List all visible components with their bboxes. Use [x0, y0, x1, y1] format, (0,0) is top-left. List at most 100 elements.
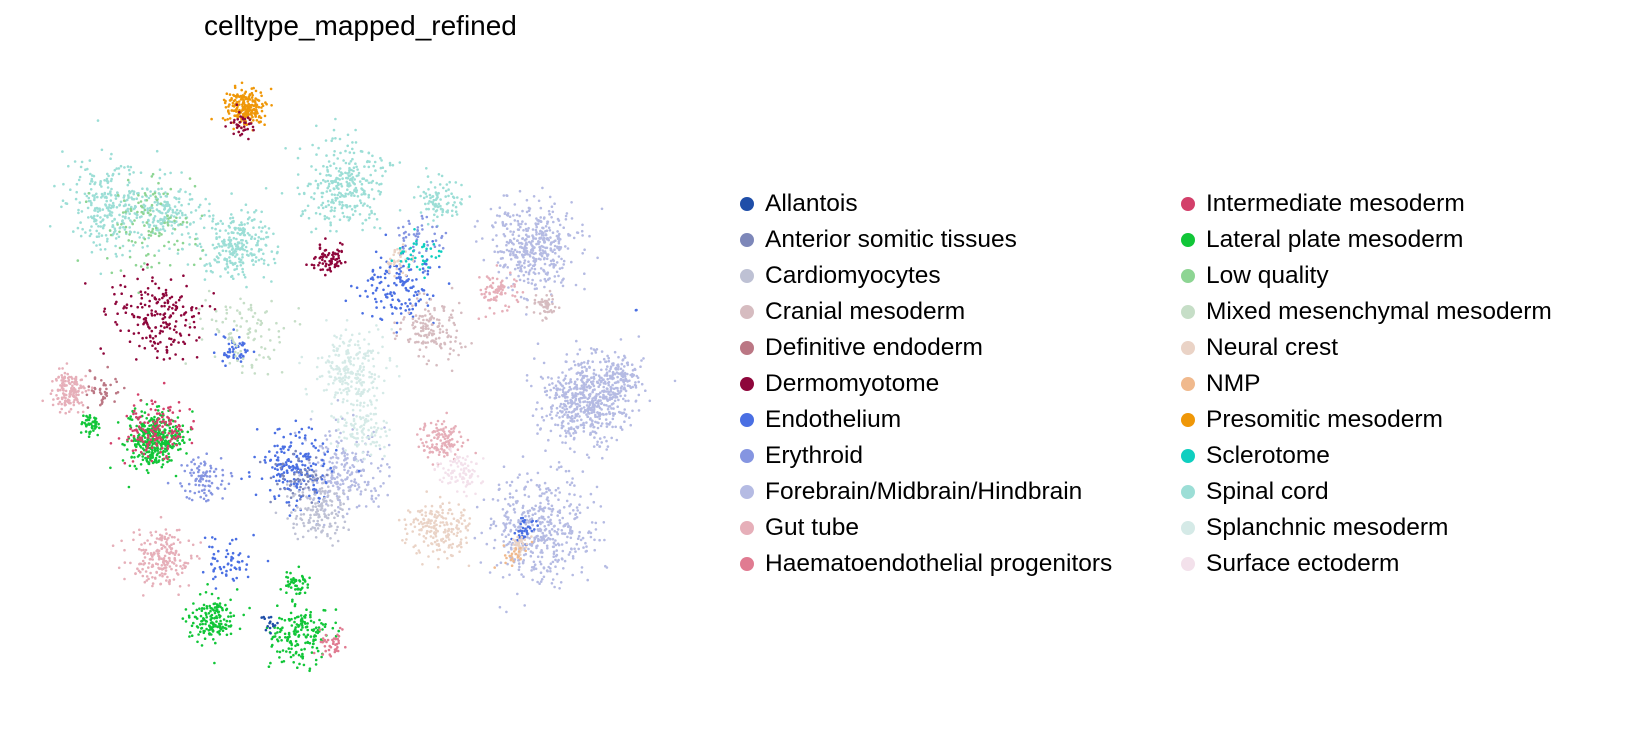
data-point: [238, 232, 242, 236]
data-point: [524, 233, 528, 237]
data-point: [139, 421, 142, 424]
data-point: [515, 250, 519, 254]
data-point: [570, 260, 573, 264]
data-point: [218, 605, 222, 608]
data-point: [395, 331, 399, 334]
data-point: [157, 220, 160, 223]
data-point: [110, 152, 113, 156]
data-point: [555, 414, 558, 417]
data-point: [187, 614, 191, 618]
data-point: [168, 429, 171, 433]
data-point: [557, 376, 560, 379]
data-point: [253, 218, 256, 221]
data-point: [146, 436, 150, 439]
data-point: [200, 214, 204, 218]
data-point: [557, 380, 560, 383]
data-point: [557, 240, 561, 243]
data-point: [150, 329, 154, 333]
data-point: [557, 241, 561, 245]
data-point: [144, 291, 147, 294]
data-point: [217, 260, 221, 264]
data-point: [173, 338, 176, 342]
data-point: [232, 347, 235, 351]
data-point: [141, 428, 145, 431]
data-point: [161, 415, 164, 419]
data-point: [352, 456, 356, 460]
data-point: [151, 276, 154, 279]
data-point: [616, 405, 619, 409]
data-point: [361, 312, 364, 315]
data-point: [255, 428, 259, 431]
data-point: [314, 469, 318, 473]
data-point: [165, 454, 168, 458]
data-point: [508, 521, 512, 525]
data-point: [226, 350, 230, 354]
data-point: [106, 206, 110, 209]
data-point: [284, 636, 287, 639]
data-point: [314, 463, 318, 466]
data-point: [573, 401, 576, 404]
data-point: [390, 294, 394, 298]
data-point: [104, 313, 107, 316]
data-point: [180, 203, 183, 207]
data-point: [161, 412, 165, 416]
data-point: [90, 225, 93, 228]
data-point: [611, 412, 615, 415]
data-point: [118, 230, 121, 234]
data-point: [448, 180, 452, 184]
data-point: [314, 255, 317, 259]
data-point: [491, 498, 495, 501]
data-point: [233, 118, 236, 122]
data-point: [494, 524, 498, 528]
data-point: [294, 588, 297, 591]
data-point: [561, 441, 564, 444]
data-point: [526, 511, 530, 515]
data-point: [136, 431, 139, 434]
data-point: [311, 645, 314, 649]
data-point: [224, 229, 227, 232]
data-point: [623, 383, 626, 386]
data-point: [251, 99, 254, 102]
data-point: [594, 373, 598, 377]
data-point: [562, 425, 565, 428]
data-point: [611, 395, 615, 399]
data-point: [205, 607, 209, 610]
data-point: [306, 204, 310, 208]
data-point: [541, 531, 544, 535]
data-point: [364, 505, 368, 508]
data-point: [637, 393, 641, 397]
data-point: [301, 210, 305, 213]
data-point: [270, 250, 274, 253]
data-point: [189, 426, 193, 429]
data-point: [597, 405, 601, 408]
data-point: [250, 247, 253, 251]
data-point: [322, 178, 325, 182]
data-point: [328, 189, 332, 192]
data-point: [537, 509, 540, 513]
data-point: [351, 141, 354, 144]
data-point: [257, 115, 261, 119]
data-point: [303, 578, 306, 581]
data-point: [549, 465, 553, 469]
data-point: [314, 658, 318, 662]
data-point: [619, 394, 622, 398]
data-point: [570, 217, 574, 220]
data-point: [557, 255, 561, 258]
data-point: [375, 181, 379, 185]
data-point: [75, 190, 78, 194]
data-point: [600, 376, 603, 380]
data-point: [195, 356, 199, 359]
data-point: [339, 261, 343, 265]
data-point: [303, 464, 307, 467]
data-point: [85, 414, 88, 418]
data-point: [175, 216, 178, 220]
data-point: [221, 359, 224, 363]
data-point: [353, 478, 357, 481]
data-point: [248, 107, 251, 111]
data-point: [240, 126, 243, 130]
data-point: [290, 617, 293, 621]
data-point: [581, 252, 584, 255]
data-point: [228, 93, 232, 96]
data-point: [241, 344, 244, 347]
data-point: [532, 257, 536, 260]
